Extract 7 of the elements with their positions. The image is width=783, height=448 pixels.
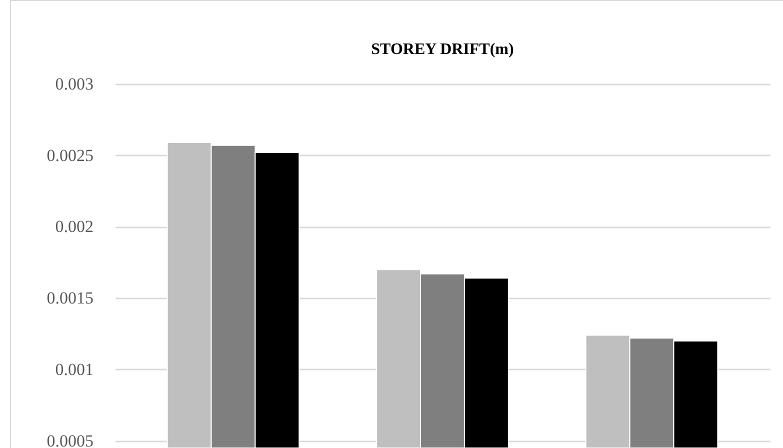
chart-title: STOREY DRIFT(m) bbox=[371, 41, 514, 58]
y-tick-label: 0.003 bbox=[55, 74, 94, 94]
y-tick-label: 0.001 bbox=[55, 360, 94, 379]
y-tick-label: 0.0025 bbox=[46, 146, 94, 165]
y-tick-label: 0.0005 bbox=[46, 431, 94, 448]
y-tick-label: 0.0015 bbox=[46, 288, 94, 308]
y-tick-label: 0.002 bbox=[55, 217, 94, 236]
